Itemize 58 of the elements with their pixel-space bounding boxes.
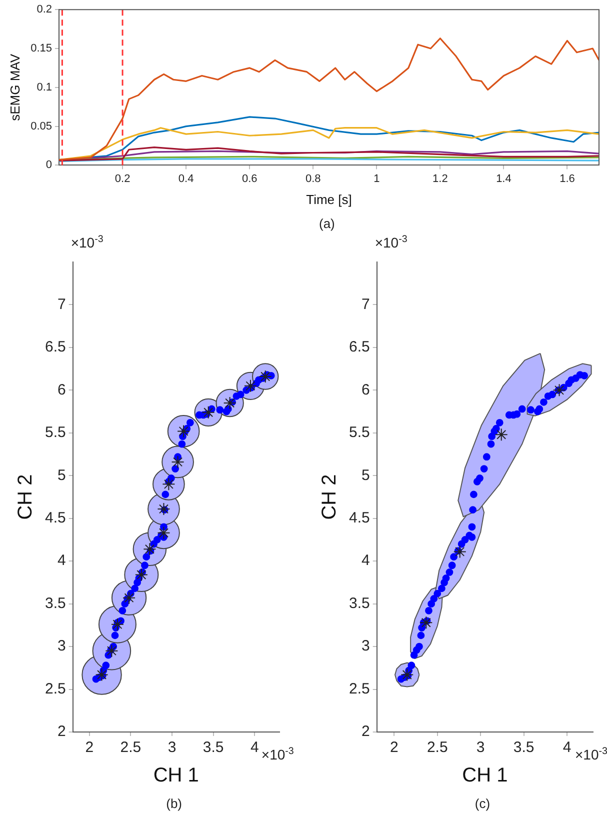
text: (c)	[474, 796, 490, 811]
x-tick-label: 2	[390, 739, 398, 756]
text: (b)	[166, 796, 182, 811]
y-tick-label: 2.5	[44, 680, 66, 698]
y-tick-label: 7	[362, 296, 370, 313]
y-tick-label: 6	[362, 381, 370, 398]
y-tick-label: 0.1	[36, 81, 52, 94]
y-tick-label: 4	[58, 552, 66, 570]
y-tick-label: 3	[58, 638, 66, 655]
x-axis-title: CH 1	[462, 764, 508, 787]
y-tick-label: 4.5	[44, 510, 66, 527]
y-tick-label: 0.05	[30, 120, 52, 132]
x-tick-label: 2.5	[120, 739, 142, 756]
y-axis-title: CH 2	[14, 474, 37, 520]
x-tick-label: 1	[374, 172, 380, 185]
text: ×10$^{-3}$	[261, 746, 294, 763]
x-tick-label: 0.6	[242, 172, 258, 185]
x-tick-label: 1.2	[432, 172, 448, 185]
y-tick-label: 6	[58, 381, 66, 398]
y-tick-label: 5.5	[44, 424, 66, 442]
y-tick-label: 4	[362, 552, 370, 570]
text: ×10$^{-3}$	[575, 746, 607, 763]
y-tick-label: 7	[58, 296, 66, 313]
y-tick-label: 6.5	[348, 338, 370, 356]
text: ×10$^{-3}$	[70, 234, 104, 251]
y-axis-title: CH 2	[318, 474, 341, 520]
x-tick-label: 0.8	[305, 172, 321, 185]
x-tick-label: 4	[250, 739, 259, 756]
y-tick-label: 0.15	[30, 42, 52, 55]
y-tick-label: 2	[58, 723, 66, 740]
y-tick-label: 5	[58, 466, 66, 484]
x-tick-label: 2	[85, 739, 94, 756]
x-tick-label: 4	[562, 739, 572, 756]
x-tick-label: 3.5	[202, 739, 224, 756]
x-tick-label: 0.2	[114, 172, 130, 185]
y-tick-label: 4.5	[348, 510, 370, 527]
y-tick-label: 2	[362, 723, 370, 740]
y-tick-label: 3.5	[44, 594, 66, 612]
x-tick-label: 1.4	[496, 172, 512, 185]
x-tick-label: 1.6	[560, 172, 575, 185]
y-tick-label: 5.5	[348, 424, 370, 442]
y-tick-label: 6.5	[44, 338, 66, 356]
x-tick-label: 0.4	[178, 172, 194, 185]
x-tick-label: 2.5	[426, 739, 448, 756]
y-axis-title: sEMG MAV	[7, 54, 22, 121]
x-tick-label: 3.5	[513, 739, 534, 756]
text: (a)	[319, 216, 335, 231]
y-tick-label: 0	[46, 159, 52, 172]
x-tick-label: 3	[168, 739, 176, 756]
y-tick-label: 3	[362, 638, 370, 655]
x-tick-label: 3	[476, 739, 485, 756]
x-axis-title: CH 1	[153, 764, 199, 787]
y-tick-label: 5	[362, 466, 370, 484]
x-axis-title: Time [s]	[306, 192, 352, 207]
text: ×10$^{-3}$	[374, 234, 408, 251]
y-tick-label: 0.2	[36, 4, 52, 16]
y-tick-label: 2.5	[348, 680, 370, 698]
y-tick-label: 3.5	[348, 594, 370, 612]
